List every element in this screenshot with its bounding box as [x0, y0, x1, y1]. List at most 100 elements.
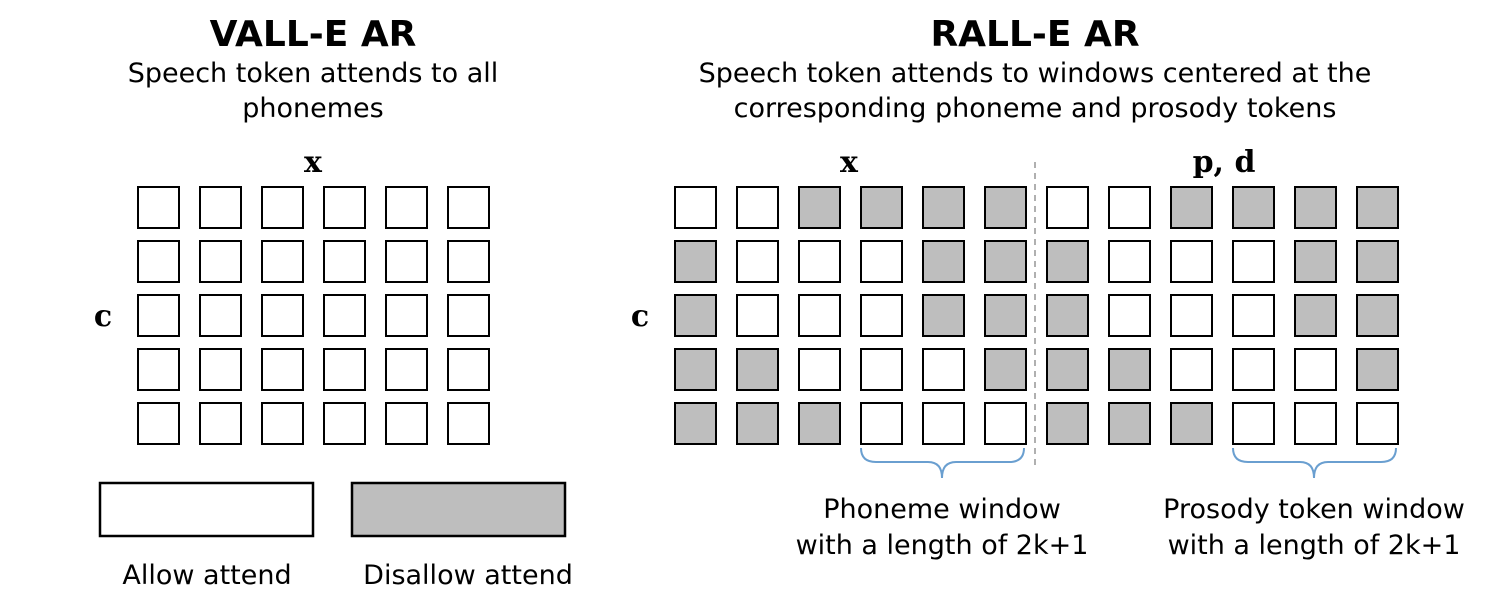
prosody-cell-r2-c4	[1294, 294, 1337, 337]
phoneme-cell-r2-c5	[984, 294, 1027, 337]
legend-disallow-swatch	[350, 481, 567, 538]
prosody-cell-r0-c5	[1356, 186, 1399, 229]
prosody-cell-r1-c1	[1108, 240, 1151, 283]
phoneme-cell-r3-c1	[736, 348, 779, 391]
prosody-cell-r0-c1	[1108, 186, 1151, 229]
phoneme-cell-r2-c0	[674, 294, 717, 337]
prosody-cell-r3-c3	[1232, 348, 1275, 391]
vall-e-cell-r0-c0	[137, 186, 180, 229]
phoneme-cell-r0-c0	[674, 186, 717, 229]
prosody-cell-r4-c3	[1232, 402, 1275, 445]
rall-e-subtitle-line2: corresponding phoneme and prosody tokens	[734, 93, 1337, 124]
vall-e-cell-r4-c2	[261, 402, 304, 445]
phoneme-cell-r4-c1	[736, 402, 779, 445]
vall-e-cell-r1-c2	[261, 240, 304, 283]
phoneme-cell-r3-c4	[922, 348, 965, 391]
phoneme-cell-r0-c3	[860, 186, 903, 229]
vall-e-cell-r0-c4	[385, 186, 428, 229]
vall-e-cell-r2-c2	[261, 294, 304, 337]
phoneme-cell-r4-c2	[798, 402, 841, 445]
vall-e-cell-r4-c3	[323, 402, 366, 445]
phoneme-cell-r2-c3	[860, 294, 903, 337]
vall-e-cell-r1-c0	[137, 240, 180, 283]
phoneme-cell-r3-c5	[984, 348, 1027, 391]
phoneme-cell-r1-c5	[984, 240, 1027, 283]
legend-allow-label: Allow attend	[122, 560, 291, 591]
vall-e-c-label: c	[94, 299, 112, 334]
prosody-cell-r0-c4	[1294, 186, 1337, 229]
rall-e-c-label: c	[631, 299, 649, 334]
phoneme-cell-r0-c5	[984, 186, 1027, 229]
prosody-cell-r2-c0	[1046, 294, 1089, 337]
phoneme-cell-r0-c1	[736, 186, 779, 229]
prosody-cell-r0-c2	[1170, 186, 1213, 229]
vall-e-cell-r2-c1	[199, 294, 242, 337]
vall-e-cell-r0-c1	[199, 186, 242, 229]
prosody-cell-r2-c2	[1170, 294, 1213, 337]
vall-e-cell-r4-c5	[447, 402, 490, 445]
vall-e-cell-r1-c3	[323, 240, 366, 283]
phoneme-cell-r1-c3	[860, 240, 903, 283]
legend-allow-swatch	[98, 481, 315, 538]
phoneme-cell-r4-c3	[860, 402, 903, 445]
vall-e-cell-r2-c0	[137, 294, 180, 337]
rall-e-x-label: x	[840, 145, 859, 180]
rall-e-title: RALL-E AR	[930, 14, 1139, 55]
prosody-cell-r0-c0	[1046, 186, 1089, 229]
rall-e-prosody-grid	[1046, 186, 1399, 445]
prosody-cell-r3-c5	[1356, 348, 1399, 391]
phoneme-cell-r2-c2	[798, 294, 841, 337]
prosody-cell-r2-c3	[1232, 294, 1275, 337]
prosody-cell-r1-c3	[1232, 240, 1275, 283]
rall-e-pd-label: p, d	[1193, 145, 1256, 180]
rall-e-subtitle-line1: Speech token attends to windows centered…	[699, 58, 1372, 89]
vall-e-subtitle-line1: Speech token attends to all	[128, 58, 499, 89]
prosody-cell-r2-c5	[1356, 294, 1399, 337]
phoneme-cell-r3-c0	[674, 348, 717, 391]
prosody-window-label-line2: with a length of 2k+1	[1168, 530, 1461, 561]
phoneme-cell-r3-c2	[798, 348, 841, 391]
phoneme-window-brace	[860, 447, 1025, 479]
vall-e-cell-r0-c3	[323, 186, 366, 229]
phoneme-cell-r0-c2	[798, 186, 841, 229]
vall-e-cell-r3-c5	[447, 348, 490, 391]
prosody-cell-r4-c5	[1356, 402, 1399, 445]
vall-e-cell-r3-c2	[261, 348, 304, 391]
phoneme-window-label-line1: Phoneme window	[823, 494, 1061, 525]
vall-e-cell-r4-c1	[199, 402, 242, 445]
prosody-cell-r3-c1	[1108, 348, 1151, 391]
phoneme-cell-r1-c2	[798, 240, 841, 283]
prosody-cell-r4-c0	[1046, 402, 1089, 445]
legend-disallow-label: Disallow attend	[363, 560, 573, 591]
prosody-window-brace	[1232, 447, 1397, 479]
prosody-cell-r4-c4	[1294, 402, 1337, 445]
phoneme-cell-r4-c4	[922, 402, 965, 445]
prosody-cell-r1-c4	[1294, 240, 1337, 283]
vall-e-cell-r2-c3	[323, 294, 366, 337]
prosody-cell-r1-c2	[1170, 240, 1213, 283]
phoneme-cell-r0-c4	[922, 186, 965, 229]
prosody-cell-r1-c0	[1046, 240, 1089, 283]
prosody-cell-r3-c2	[1170, 348, 1213, 391]
vall-e-cell-r2-c4	[385, 294, 428, 337]
vall-e-cell-r2-c5	[447, 294, 490, 337]
vall-e-cell-r3-c3	[323, 348, 366, 391]
vall-e-title: VALL-E AR	[210, 14, 417, 55]
vall-e-cell-r1-c5	[447, 240, 490, 283]
prosody-cell-r3-c0	[1046, 348, 1089, 391]
phoneme-cell-r2-c4	[922, 294, 965, 337]
vall-e-cell-r3-c4	[385, 348, 428, 391]
prosody-cell-r1-c5	[1356, 240, 1399, 283]
phoneme-cell-r1-c1	[736, 240, 779, 283]
vall-e-subtitle-line2: phonemes	[242, 93, 383, 124]
phoneme-window-label-line2: with a length of 2k+1	[796, 530, 1089, 561]
phoneme-cell-r4-c0	[674, 402, 717, 445]
phoneme-cell-r2-c1	[736, 294, 779, 337]
vall-e-cell-r0-c2	[261, 186, 304, 229]
prosody-cell-r2-c1	[1108, 294, 1151, 337]
vall-e-cell-r1-c1	[199, 240, 242, 283]
phoneme-cell-r4-c5	[984, 402, 1027, 445]
prosody-window-label-line1: Prosody token window	[1163, 494, 1465, 525]
vall-e-cell-r0-c5	[447, 186, 490, 229]
